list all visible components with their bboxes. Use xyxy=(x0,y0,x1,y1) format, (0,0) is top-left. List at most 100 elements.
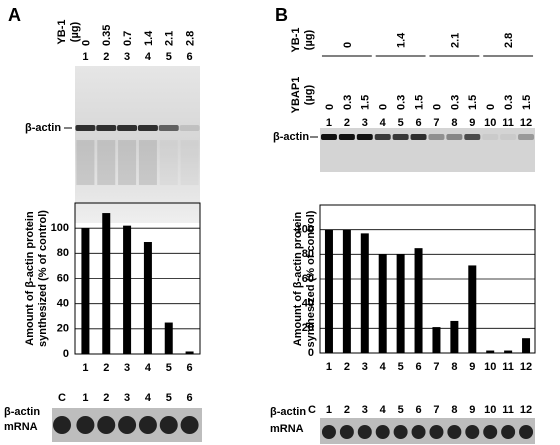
lane-label: 1 xyxy=(326,404,332,416)
lane-label: 6 xyxy=(187,51,193,63)
gel-smear xyxy=(118,140,137,185)
axis-label: (µg) xyxy=(303,29,315,50)
gel-image xyxy=(320,128,535,172)
axis-label: (µg) xyxy=(69,21,81,42)
dose-label: 1.5 xyxy=(467,95,479,110)
lane-label: 3 xyxy=(124,51,130,63)
bar xyxy=(360,233,369,353)
axis-label: YB-1 xyxy=(290,27,302,52)
y-tick-label: 20 xyxy=(302,322,314,334)
bar xyxy=(468,265,477,353)
gel-band xyxy=(158,125,179,131)
x-tick-label: 4 xyxy=(145,362,152,374)
gel-smear xyxy=(138,140,157,185)
lane-label: 6 xyxy=(187,392,193,404)
axis-label: (µg) xyxy=(303,84,315,105)
lane-label: 7 xyxy=(433,117,439,129)
dose-label: 2.8 xyxy=(184,31,196,46)
bar xyxy=(522,338,531,353)
gel-image xyxy=(320,418,535,444)
bar xyxy=(81,228,90,354)
gel-band xyxy=(464,134,481,140)
dose-label: 1.5 xyxy=(413,95,425,110)
x-tick-label: 5 xyxy=(166,362,172,374)
y-axis-label: synthesized (% of control) xyxy=(305,210,317,347)
gel-smear xyxy=(76,140,95,185)
x-tick-label: 1 xyxy=(82,362,88,374)
gel-band xyxy=(96,125,117,131)
y-axis-label: synthesized (% of control) xyxy=(37,210,49,347)
dose-label: 0.35 xyxy=(101,25,113,46)
dose-label: 1.4 xyxy=(143,30,155,46)
lane-label: 11 xyxy=(502,404,514,416)
dose-label: 0.3 xyxy=(503,95,515,110)
lane-label: 3 xyxy=(362,404,368,416)
lane-label: 7 xyxy=(433,404,439,416)
dose-label: 0 xyxy=(80,40,92,46)
bar xyxy=(123,225,132,354)
y-tick-label: 80 xyxy=(57,247,69,259)
dose-label: 0.3 xyxy=(342,95,354,110)
gel-band xyxy=(393,425,408,439)
lane-label: 5 xyxy=(166,51,172,63)
lane-label: 10 xyxy=(484,404,496,416)
lane-label: 9 xyxy=(469,404,475,416)
gel-band xyxy=(179,125,200,131)
dose-label: 2.1 xyxy=(449,33,461,48)
gel-band xyxy=(356,134,373,140)
dose-label: 0.3 xyxy=(396,95,408,110)
gel-band xyxy=(519,425,534,439)
bar xyxy=(324,229,333,353)
lane-label: 11 xyxy=(502,117,514,129)
dose-label: 1.5 xyxy=(521,95,533,110)
panel-letter: A xyxy=(8,5,21,25)
band-label: β-actin xyxy=(25,122,61,134)
dose-label: 1.5 xyxy=(360,95,372,110)
gel-band xyxy=(428,134,445,140)
y-axis-label: Amount of β-actin protein xyxy=(292,212,304,347)
x-tick-label: 8 xyxy=(451,361,457,373)
lane-label: 3 xyxy=(362,117,368,129)
gel-band xyxy=(483,425,498,439)
dose-label: 1.4 xyxy=(396,32,408,48)
gel-band xyxy=(53,416,71,434)
gel-smear xyxy=(159,140,178,185)
y-axis-label: Amount of β-actin protein xyxy=(24,211,36,346)
bar xyxy=(378,254,387,353)
gel-band xyxy=(75,125,96,131)
lane-label: 1 xyxy=(82,51,88,63)
gel-band xyxy=(180,416,199,434)
gel-band xyxy=(159,416,178,434)
x-tick-label: 10 xyxy=(484,361,496,373)
lane-label: C xyxy=(308,404,316,416)
y-tick-label: 80 xyxy=(302,248,314,260)
lane-label: 2 xyxy=(103,51,109,63)
gel-band xyxy=(465,425,480,439)
lane-label: C xyxy=(58,392,66,404)
lane-label: 4 xyxy=(380,117,387,129)
bar xyxy=(504,350,513,353)
gel-band xyxy=(320,134,337,140)
y-tick-label: 0 xyxy=(63,348,69,360)
gel-band xyxy=(118,416,137,434)
gel-band xyxy=(518,134,535,140)
x-tick-label: 11 xyxy=(502,361,514,373)
y-tick-label: 0 xyxy=(308,347,314,359)
gel-band xyxy=(117,125,138,131)
dose-label: 2.8 xyxy=(503,33,515,48)
lane-label: 4 xyxy=(145,51,152,63)
lane-label: 12 xyxy=(520,117,532,129)
y-tick-label: 40 xyxy=(57,298,69,310)
x-tick-label: 2 xyxy=(103,362,109,374)
gel-band xyxy=(447,425,462,439)
gel-band xyxy=(138,416,157,434)
lane-label: 1 xyxy=(82,392,88,404)
axis-label: YB-1 xyxy=(56,19,68,44)
mrna-label: β-actin xyxy=(4,406,40,418)
x-tick-label: 12 xyxy=(520,361,532,373)
axis-label: YBAP1 xyxy=(290,77,302,114)
bar xyxy=(486,350,495,353)
dose-label: 2.1 xyxy=(164,31,176,46)
plot-frame xyxy=(74,202,201,355)
lane-label: 6 xyxy=(415,117,421,129)
